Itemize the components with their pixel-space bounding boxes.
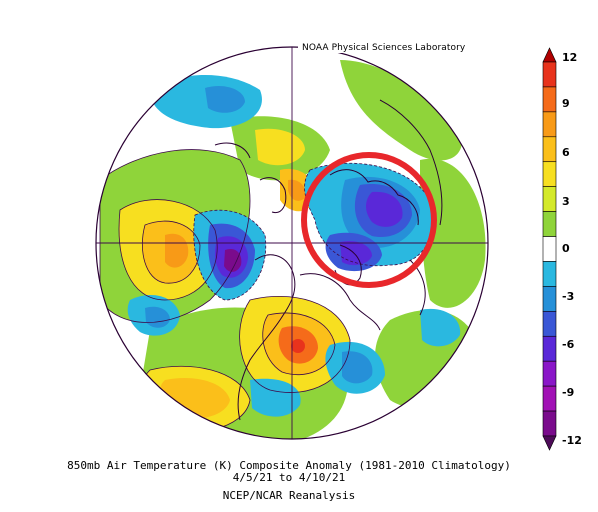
cold-anomaly-mediterranean-core xyxy=(340,240,372,266)
colorbar-bin xyxy=(542,211,557,237)
graticule xyxy=(96,47,488,439)
caption-title: 850mb Air Temperature (K) Composite Anom… xyxy=(67,459,511,472)
warm-anomaly-north-america-max xyxy=(291,339,305,353)
cold-anomaly-atlantic-core xyxy=(342,351,373,384)
colorbar-bin xyxy=(542,311,557,337)
colorbar-label-neg12: -12 xyxy=(562,434,582,447)
caption-date-range: 4/5/21 to 4/10/21 xyxy=(232,471,346,484)
colorbar-bin xyxy=(542,86,557,113)
warm-anomaly-arctic xyxy=(255,128,305,166)
warm-band-europe-north xyxy=(340,60,462,161)
highlight-circle xyxy=(301,152,437,288)
colorbar-label-neg3: -3 xyxy=(562,290,575,303)
caption-source: NCEP/NCAR Reanalysis xyxy=(222,489,356,502)
colorbar-bin xyxy=(542,111,557,138)
colorbar-bin xyxy=(542,286,557,312)
coastlines xyxy=(214,99,443,421)
colorbar-bin xyxy=(542,435,557,451)
colorbar-label-6: 6 xyxy=(562,146,570,159)
warm-band-asia-east xyxy=(420,158,486,308)
colorbar-bin xyxy=(542,61,557,88)
warm-anomaly-pacific-peak xyxy=(165,233,189,268)
colorbar-label-12: 12 xyxy=(562,51,578,64)
colorbar-label-0: 0 xyxy=(562,242,570,255)
colorbar-label-neg6: -6 xyxy=(562,338,575,351)
cold-anomaly-central-america xyxy=(250,378,301,417)
colorbar-bin xyxy=(542,186,557,212)
credit-text: NOAA Physical Sciences Laboratory xyxy=(302,43,466,53)
colorbar-bin xyxy=(542,335,557,362)
anomaly-field xyxy=(96,47,488,439)
colorbar-bin xyxy=(542,136,557,163)
cold-anomaly-siberia xyxy=(150,75,262,129)
cold-anomaly-europe-core xyxy=(366,191,403,227)
colorbar-label-9: 9 xyxy=(562,97,570,110)
map-disc-outline xyxy=(95,46,489,440)
colorbar-label-3: 3 xyxy=(562,195,570,208)
colorbar-bin xyxy=(542,47,557,63)
colorbar-bin xyxy=(542,410,557,437)
cold-anomaly-siberia-core xyxy=(205,85,245,113)
credit-backdrop xyxy=(298,40,490,53)
colorbar-bin xyxy=(542,261,557,287)
colorbar-bin xyxy=(542,161,557,187)
cold-anomaly-alaska-core xyxy=(224,248,242,272)
colorbar-label-neg9: -9 xyxy=(562,386,575,399)
colorbar-bin xyxy=(542,360,557,387)
colorbar-bin xyxy=(542,385,557,412)
cold-anomaly-east-asia xyxy=(420,308,461,347)
contour-lines xyxy=(99,149,433,433)
colorbar-bin xyxy=(542,236,557,262)
colorbar xyxy=(542,47,557,451)
